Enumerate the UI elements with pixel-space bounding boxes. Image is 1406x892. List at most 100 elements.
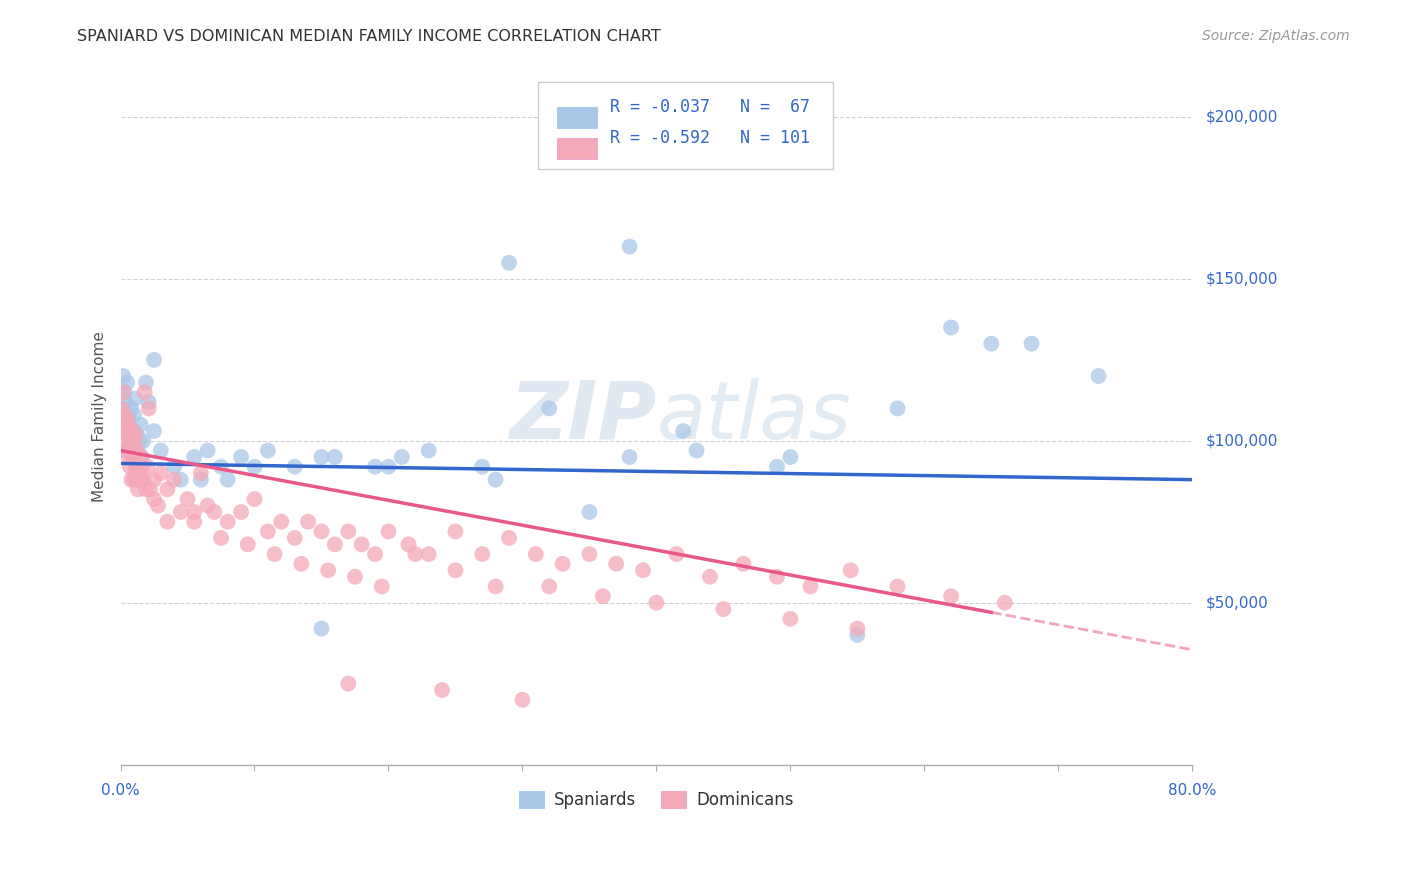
Point [149, 443, 172, 458]
Point [118, 417, 141, 432]
Point [114, 408, 136, 422]
Point [444, 524, 467, 539]
Point [311, 450, 333, 464]
Point [316, 563, 339, 577]
Text: R = -0.592   N = 101: R = -0.592 N = 101 [610, 129, 810, 147]
Y-axis label: Median Family Income: Median Family Income [93, 331, 107, 502]
Point [323, 537, 346, 551]
Point [111, 411, 134, 425]
Point [498, 256, 520, 270]
Text: SPANIARD VS DOMINICAN MEDIAN FAMILY INCOME CORRELATION CHART: SPANIARD VS DOMINICAN MEDIAN FAMILY INCO… [77, 29, 661, 44]
Point [578, 547, 600, 561]
Point [131, 459, 153, 474]
Point [311, 524, 333, 539]
Point [398, 537, 420, 551]
Point [485, 579, 508, 593]
Point [257, 443, 280, 458]
Point [243, 491, 266, 506]
Point [115, 427, 138, 442]
Point [605, 557, 627, 571]
Point [766, 459, 789, 474]
Point [114, 443, 136, 458]
Point [846, 628, 869, 642]
Text: $100,000: $100,000 [1206, 434, 1278, 449]
Point [578, 505, 600, 519]
Point [122, 424, 145, 438]
Point [994, 596, 1017, 610]
Point [112, 385, 135, 400]
Point [138, 401, 160, 416]
Point [124, 392, 146, 406]
Point [1087, 369, 1109, 384]
Point [699, 570, 721, 584]
Point [766, 570, 789, 584]
Point [779, 450, 801, 464]
Point [121, 434, 143, 448]
Point [149, 466, 172, 480]
Point [122, 473, 145, 487]
Point [118, 459, 141, 474]
Point [311, 622, 333, 636]
FancyBboxPatch shape [557, 107, 598, 128]
Point [190, 466, 212, 480]
Point [939, 320, 962, 334]
Point [117, 417, 139, 432]
Point [270, 515, 292, 529]
Point [323, 450, 346, 464]
Point [115, 376, 138, 390]
Point [371, 579, 394, 593]
Point [377, 459, 399, 474]
Point [619, 239, 641, 253]
Point [115, 395, 138, 409]
Point [886, 579, 908, 593]
Point [183, 505, 205, 519]
Point [124, 459, 146, 474]
Point [183, 515, 205, 529]
Text: 80.0%: 80.0% [1168, 783, 1216, 798]
Point [131, 450, 153, 464]
Point [115, 440, 138, 454]
Point [290, 557, 312, 571]
Point [350, 537, 373, 551]
Point [197, 443, 219, 458]
Point [127, 459, 149, 474]
Text: $150,000: $150,000 [1206, 271, 1278, 286]
Point [122, 434, 145, 448]
Point [122, 440, 145, 454]
Point [135, 376, 157, 390]
Point [672, 424, 695, 438]
Point [132, 434, 155, 448]
Point [115, 408, 138, 422]
Point [471, 459, 494, 474]
FancyBboxPatch shape [557, 138, 598, 159]
Point [120, 427, 142, 442]
Point [128, 466, 150, 480]
Point [263, 547, 285, 561]
Point [118, 443, 141, 458]
Point [257, 524, 280, 539]
Point [120, 443, 142, 458]
Point [886, 401, 908, 416]
Point [138, 395, 160, 409]
Point [524, 547, 547, 561]
Point [118, 434, 141, 448]
Point [117, 411, 139, 425]
Point [538, 401, 561, 416]
Point [799, 579, 821, 593]
Point [711, 602, 734, 616]
Point [284, 459, 307, 474]
Point [229, 450, 252, 464]
Point [619, 450, 641, 464]
Point [243, 459, 266, 474]
Point [129, 417, 152, 432]
Point [846, 622, 869, 636]
Point [430, 683, 453, 698]
Point [512, 692, 534, 706]
Legend: Spaniards, Dominicans: Spaniards, Dominicans [512, 784, 800, 815]
Point [170, 505, 193, 519]
Point [143, 424, 166, 438]
Point [125, 443, 148, 458]
Point [117, 450, 139, 464]
Point [733, 557, 755, 571]
Point [665, 547, 688, 561]
